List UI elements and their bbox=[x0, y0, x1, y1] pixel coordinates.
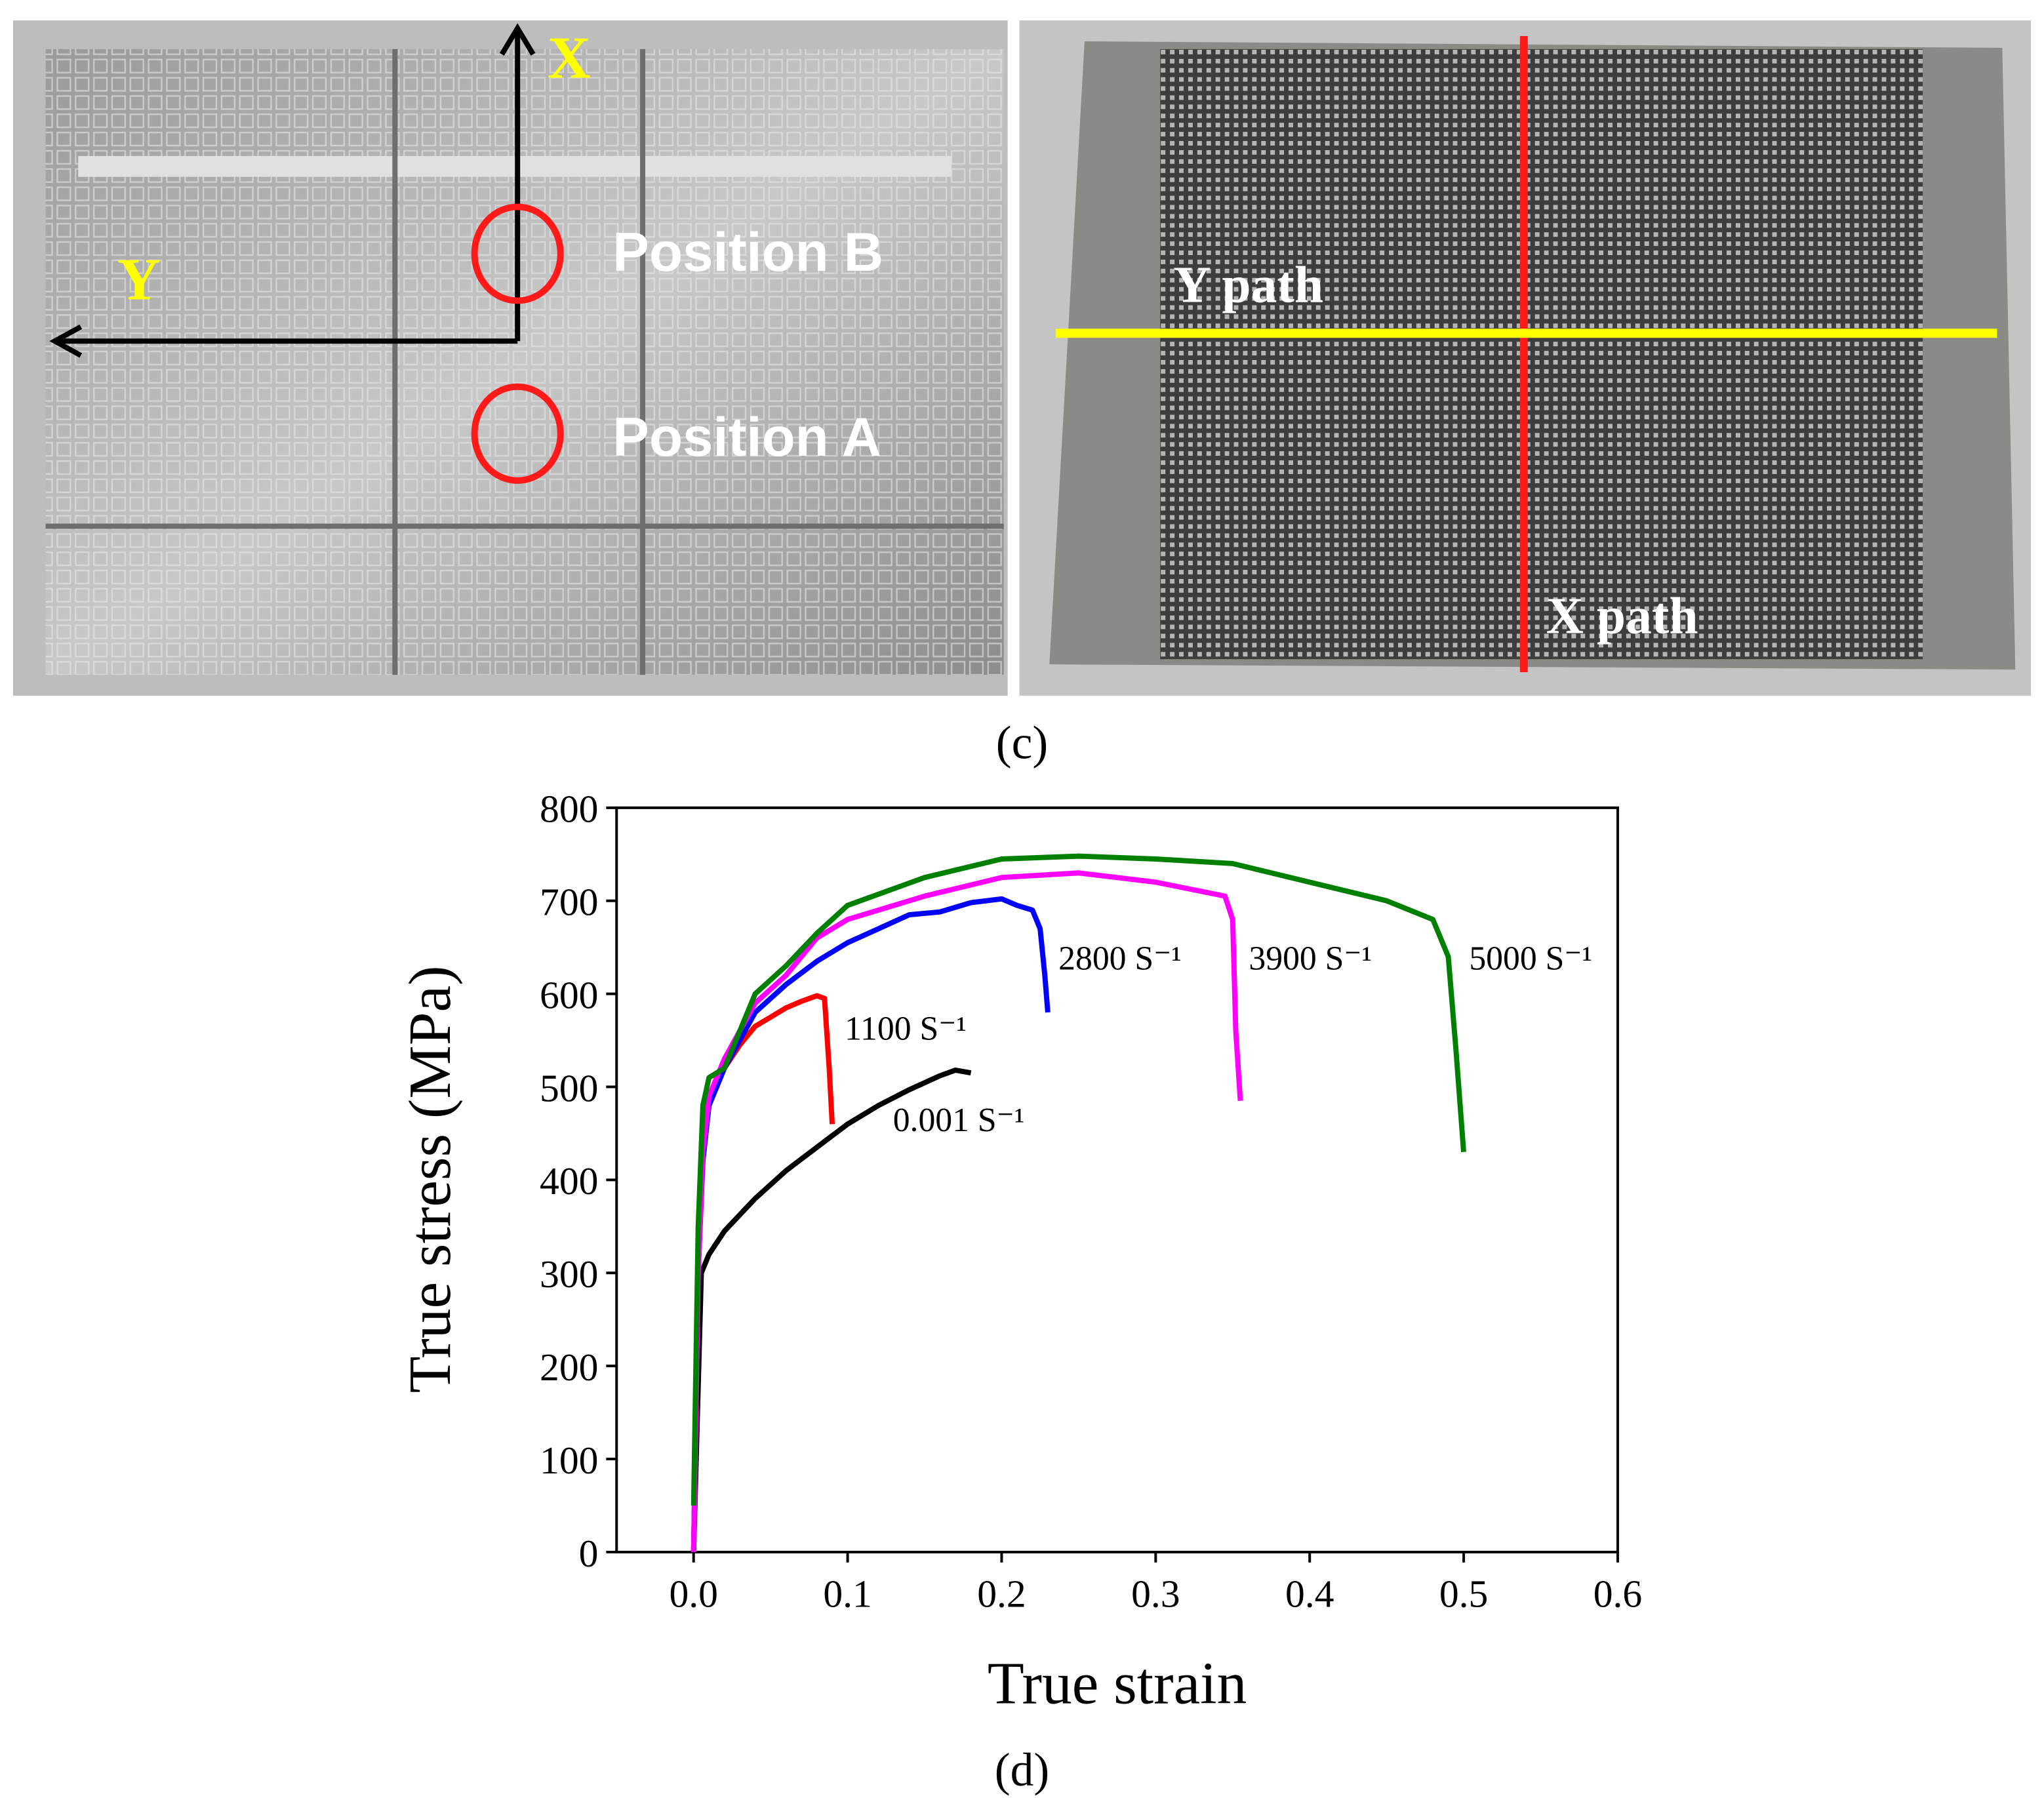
y-axis-title: True stress (MPa) bbox=[397, 965, 463, 1393]
series-line bbox=[691, 870, 1243, 1552]
dot-grid bbox=[1160, 49, 1923, 660]
y-tick-label: 100 bbox=[540, 1439, 598, 1482]
series-label: 0.001 S⁻¹ bbox=[893, 1102, 1025, 1139]
x-tick-label: 0.3 bbox=[1131, 1572, 1180, 1615]
path-label: Y path bbox=[1173, 256, 1323, 314]
y-tick-label: 700 bbox=[540, 881, 598, 924]
y-tick-label: 0 bbox=[579, 1532, 599, 1575]
series-line bbox=[691, 853, 1466, 1506]
series-label: 1100 S⁻¹ bbox=[845, 1010, 967, 1048]
series-line bbox=[691, 1068, 972, 1553]
y-tick-label: 400 bbox=[540, 1159, 598, 1203]
x-tick-label: 0.4 bbox=[1285, 1572, 1334, 1615]
caption: (d) bbox=[995, 1744, 1049, 1796]
caption: (c) bbox=[996, 717, 1048, 769]
photo-right: Y path X path bbox=[1019, 20, 2032, 696]
plate-texture bbox=[45, 49, 1004, 675]
x-axis-title: True strain bbox=[988, 1650, 1247, 1717]
arrow-head bbox=[49, 324, 83, 358]
x-tick-label: 0.0 bbox=[669, 1572, 718, 1615]
y-tick-label: 500 bbox=[540, 1066, 598, 1109]
series-label: 2800 S⁻¹ bbox=[1058, 940, 1182, 977]
y-tick-label: 300 bbox=[540, 1252, 598, 1296]
arrow-head bbox=[499, 23, 536, 56]
x-tick-label: 0.2 bbox=[977, 1572, 1026, 1615]
y-tick-label: 200 bbox=[540, 1346, 598, 1389]
position-marker bbox=[471, 203, 564, 304]
y-tick-label: 800 bbox=[540, 788, 598, 831]
x-tick-label: 0.1 bbox=[823, 1572, 872, 1615]
axis-label: Y bbox=[117, 247, 161, 313]
series-label: 5000 S⁻¹ bbox=[1469, 940, 1592, 977]
x-tick-label: 0.5 bbox=[1439, 1572, 1489, 1615]
series-label: 3900 S⁻¹ bbox=[1249, 940, 1372, 977]
position-label: Position B bbox=[612, 221, 883, 283]
y-tick-label: 600 bbox=[540, 973, 598, 1016]
x-tick-label: 0.6 bbox=[1593, 1572, 1643, 1615]
photo-left: X Y Position B Position A bbox=[12, 20, 1008, 696]
series-line bbox=[691, 896, 1051, 1552]
position-label: Position A bbox=[612, 406, 881, 468]
chart: True strain True stress (MPa) 0.0 0.1 0.2 0… bbox=[397, 788, 1642, 1717]
axis-label: X bbox=[548, 25, 591, 91]
plot-frame bbox=[615, 806, 1619, 1553]
position-marker bbox=[471, 383, 564, 484]
path-label: X path bbox=[1546, 587, 1698, 645]
